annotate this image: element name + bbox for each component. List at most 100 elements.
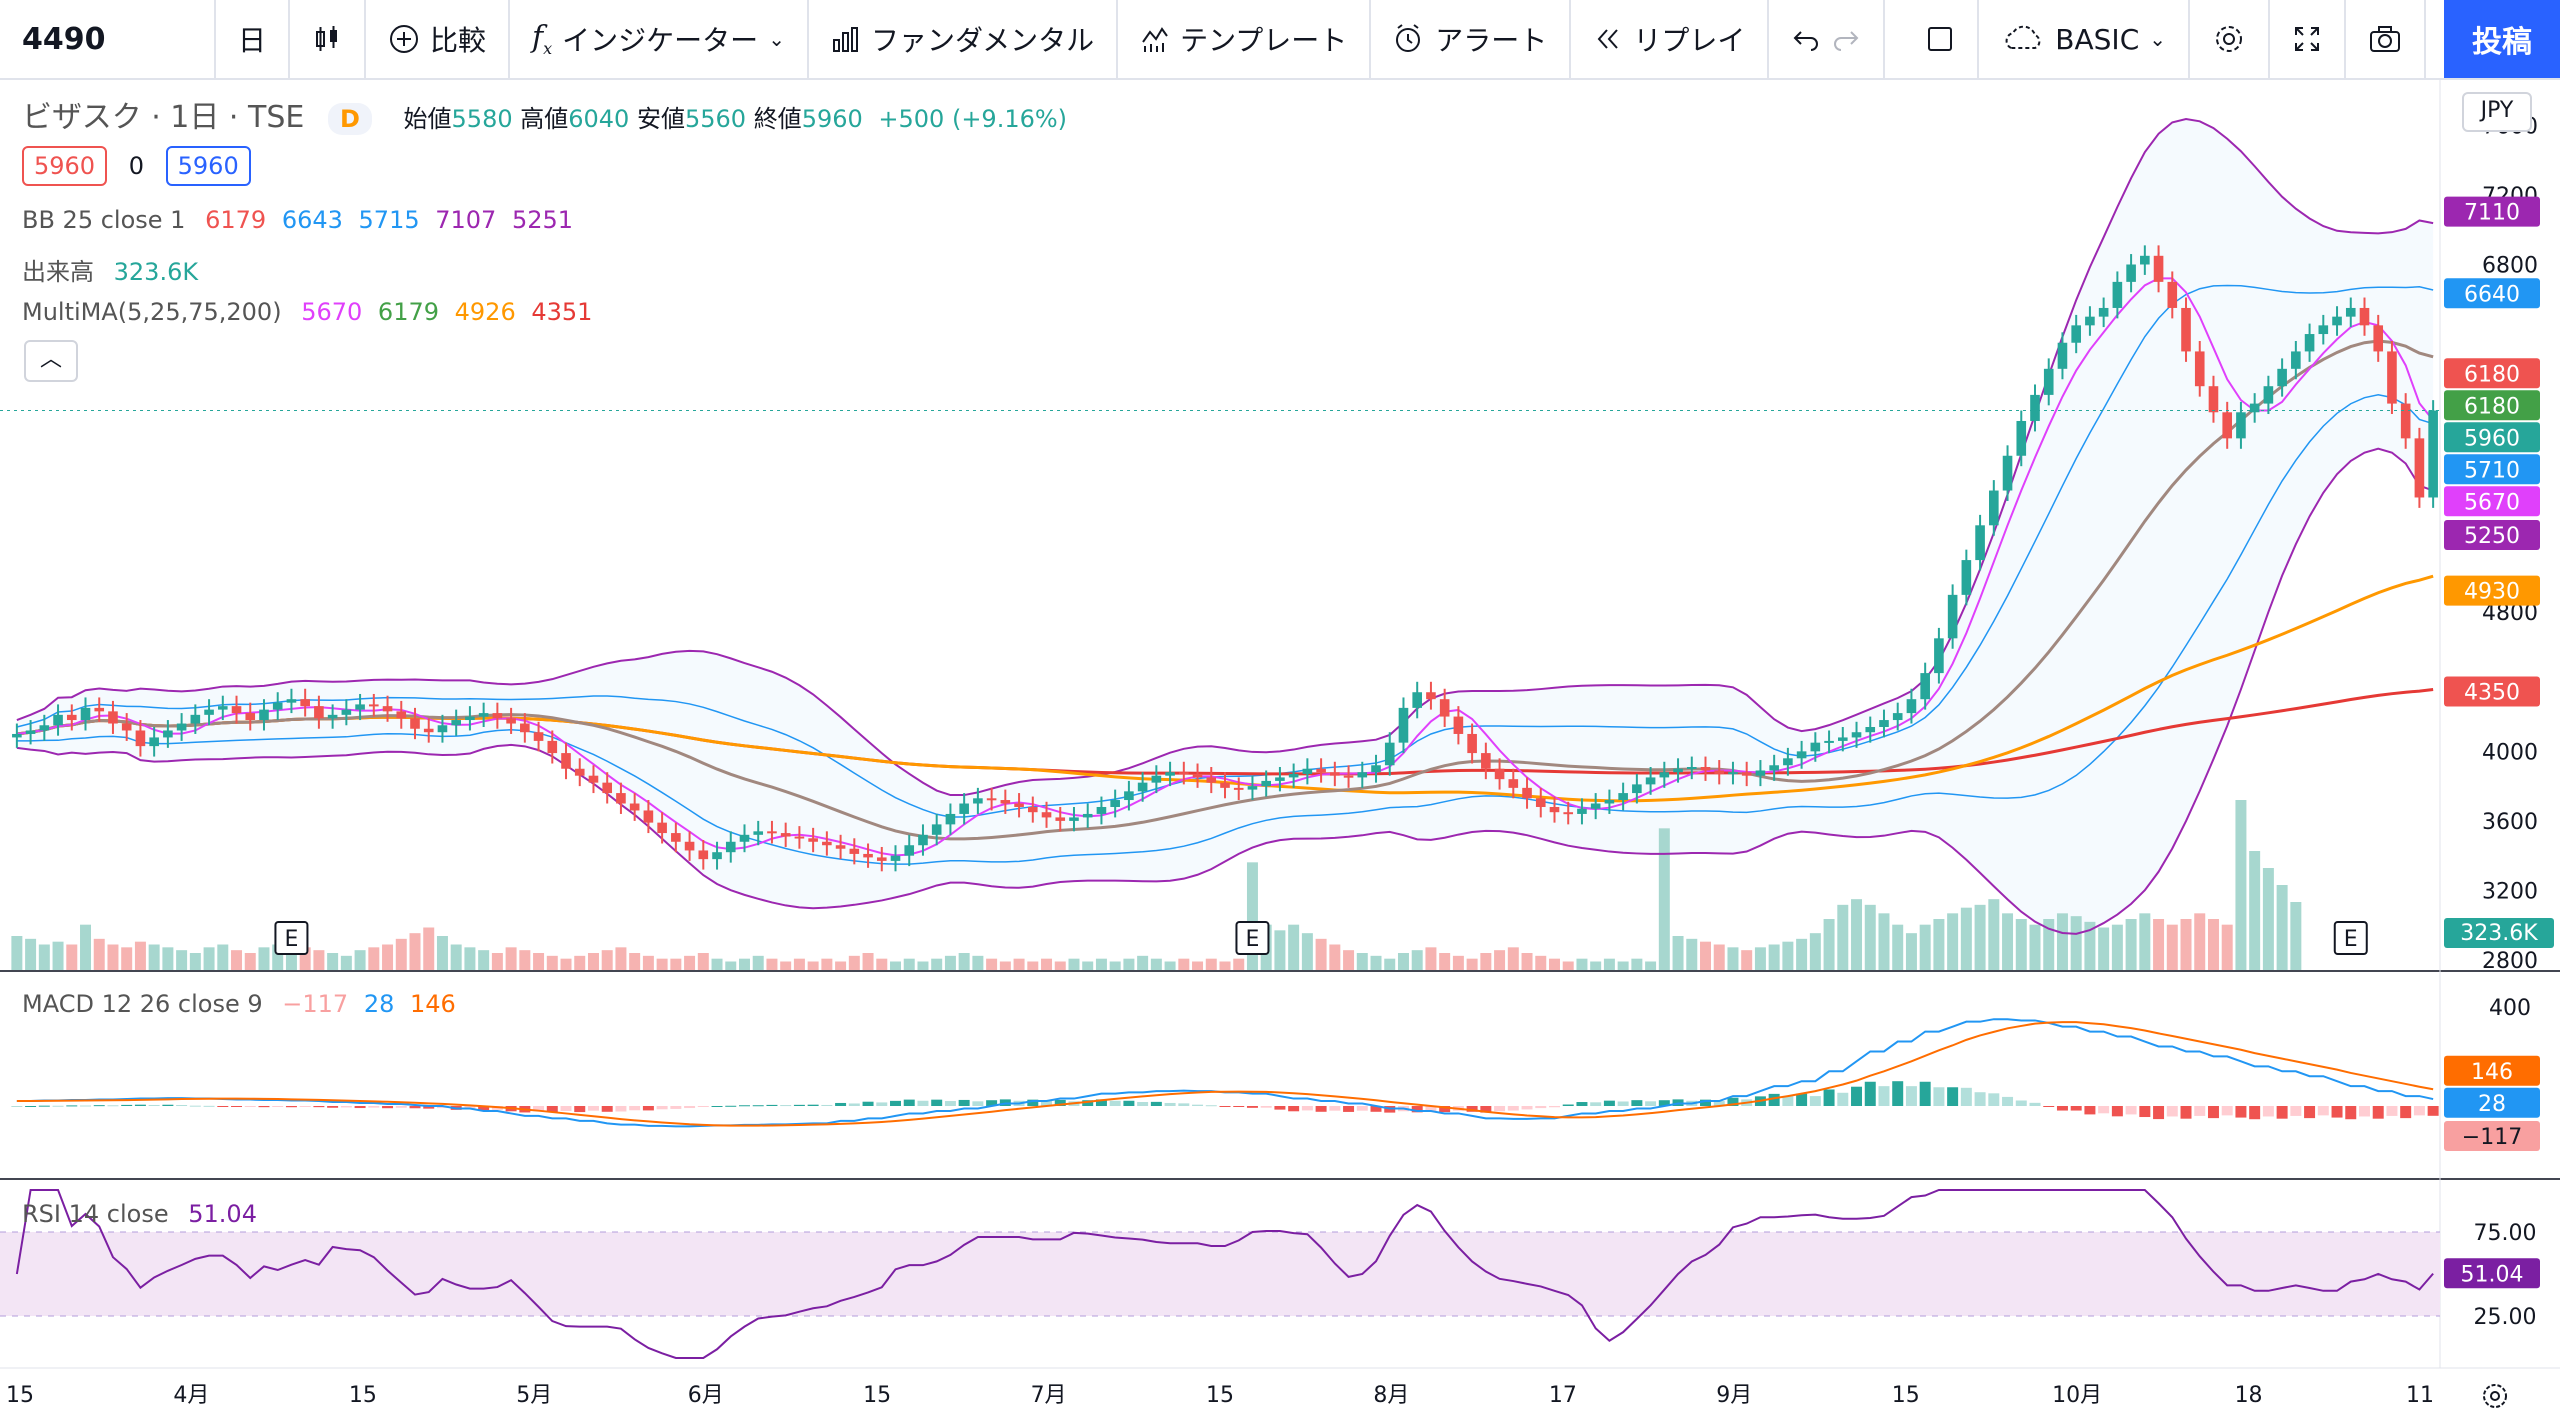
macd-histogram-bar [697, 1106, 709, 1107]
candle-body [327, 714, 338, 719]
redo-icon[interactable] [1831, 24, 1861, 54]
interval-button[interactable]: 日 [216, 0, 291, 78]
price-chart[interactable]: 7600720068004800400036003200280071106640… [0, 78, 2560, 1421]
candle-body [931, 824, 942, 835]
earnings-marker [2333, 921, 2368, 955]
ma25-value: 6179 [377, 298, 439, 326]
macd-histogram-bar [2180, 1106, 2192, 1119]
macd-histogram-bar [1960, 1087, 1972, 1106]
compare-button[interactable]: 比較 [366, 0, 511, 78]
bb-upper-line [16, 117, 2434, 797]
macd-legend[interactable]: MACD 12 26 close 9 −117 28 146 [22, 990, 456, 1018]
volume-bar [272, 944, 284, 970]
volume-bar [1397, 953, 1409, 970]
macd-histogram-bar [2331, 1106, 2343, 1118]
volume-bar [1027, 961, 1039, 970]
volume-bar [395, 938, 407, 970]
rsi-legend[interactable]: RSI 14 close 51.04 [22, 1200, 257, 1228]
fullscreen-button[interactable] [2270, 0, 2347, 78]
sell-price-button[interactable]: 5960 [22, 146, 108, 186]
candle-body [684, 841, 695, 851]
buy-price-button[interactable]: 5960 [165, 146, 251, 186]
fundamentals-button[interactable]: ファンダメンタル [809, 0, 1119, 78]
volume-bar [1768, 944, 1780, 970]
chevron-down-icon: ⌄ [768, 27, 785, 51]
candle-body [163, 730, 173, 738]
price-label-text: 4930 [2464, 580, 2520, 605]
macd-signal-value: 146 [410, 990, 456, 1018]
macd-histogram-bar [1768, 1093, 1780, 1106]
macd-histogram-bar [313, 1106, 325, 1108]
candle-body [1906, 699, 1917, 714]
gear-icon-center [2490, 1391, 2500, 1401]
volume-bar [780, 961, 792, 970]
macd-histogram-bar [1164, 1102, 1176, 1106]
time-tick-label: 7月 [1031, 1383, 1067, 1408]
macd-histogram-bar [1356, 1106, 1368, 1111]
symbol-search[interactable]: 4490 [0, 0, 216, 78]
candle-body [712, 852, 722, 860]
volume-bar [1466, 958, 1478, 970]
templates-label: テンプレート [1180, 24, 1348, 57]
volume-bar [11, 936, 23, 970]
volume-bar [1631, 958, 1643, 970]
macd-histogram-bar [203, 1105, 215, 1107]
candle-body [1549, 806, 1560, 813]
candle-body [1041, 812, 1052, 818]
volume-bar [519, 950, 531, 970]
candle-body [2043, 368, 2054, 395]
candle-body [1179, 772, 1189, 775]
rsi-label-badge [2444, 1258, 2540, 1289]
candle-body [25, 730, 36, 734]
settings-button[interactable] [2190, 0, 2271, 78]
candle-body [176, 723, 187, 731]
replay-button[interactable]: リプレイ [1571, 0, 1770, 78]
candle-body [1233, 787, 1244, 790]
volume-bar [2153, 919, 2165, 970]
macd-histogram-bar [1027, 1099, 1039, 1106]
indicators-button[interactable]: fx インジケーター ⌄ [510, 0, 809, 78]
candle-body [986, 798, 997, 801]
bb-legend[interactable]: BB 25 close 1 6179 6643 5715 7107 5251 [22, 206, 573, 234]
volume-bar [2262, 868, 2274, 970]
currency-selector[interactable]: JPY [2462, 92, 2532, 132]
candle-body [616, 793, 626, 804]
volume-bar [1219, 961, 1231, 970]
layout-selector[interactable]: BASIC ⌄ [1979, 0, 2191, 78]
macd-histogram-bar [1425, 1106, 1437, 1111]
macd-histogram-bar [1095, 1099, 1107, 1106]
volume-bar [1068, 958, 1080, 970]
candle-body [863, 853, 873, 858]
price-label-text: 6180 [2464, 362, 2520, 387]
candle-body [973, 798, 983, 804]
collapse-legend-button[interactable]: ︿ [24, 340, 78, 382]
candle-body [1481, 753, 1491, 769]
macd-histogram-bar [1603, 1100, 1615, 1106]
volume-bar [1411, 950, 1423, 970]
macd-histogram-bar [1219, 1106, 1231, 1107]
templates-button[interactable]: テンプレート [1118, 0, 1372, 78]
volume-bar [2235, 800, 2247, 970]
post-button[interactable]: 投稿 [2443, 0, 2560, 78]
undo-button[interactable] [1769, 0, 1886, 78]
earnings-marker [1235, 921, 1270, 955]
ma-legend[interactable]: MultiMA(5,25,75,200) 5670 6179 4926 4351 [22, 298, 592, 326]
macd-histogram-bar [2207, 1106, 2219, 1119]
volume-legend[interactable]: 出来高 323.6K [22, 252, 198, 287]
macd-histogram-bar [2153, 1106, 2165, 1120]
candle-body [533, 732, 544, 741]
price-label-badge [2444, 520, 2540, 550]
snapshot-button[interactable] [2346, 0, 2427, 78]
layout-toggle-button[interactable] [1903, 0, 1980, 78]
axis-settings-icon[interactable] [2483, 1384, 2507, 1408]
macd-histogram-bar [2413, 1106, 2425, 1116]
alert-button[interactable]: アラート [1371, 0, 1572, 78]
replay-label: リプレイ [1633, 24, 1746, 57]
volume-bar [1727, 947, 1739, 970]
macd-histogram-bar [1439, 1106, 1451, 1113]
candle-body [245, 713, 256, 721]
candle-body [1330, 772, 1340, 776]
chart-type-button[interactable] [290, 0, 367, 78]
volume-bar [80, 924, 91, 970]
camera-icon [2368, 24, 2402, 54]
